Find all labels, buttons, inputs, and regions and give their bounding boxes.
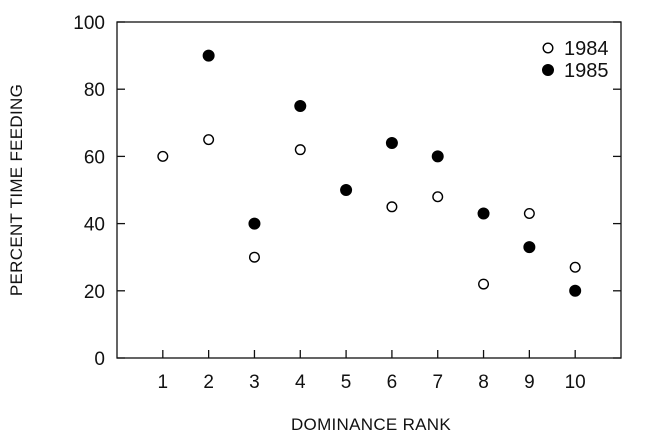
x-tick-label: 2: [203, 372, 214, 393]
legend-label: 1985: [564, 60, 609, 82]
y-tick-label: 20: [84, 282, 105, 303]
point-1984: [248, 251, 260, 263]
point-1984: [157, 150, 169, 162]
data-points: [157, 49, 582, 297]
point-1984: [386, 201, 398, 213]
y-axis: 0 20 40 60 80 100: [73, 13, 621, 370]
x-axis-label: DOMINANCE RANK: [291, 415, 451, 434]
x-tick-label: 4: [295, 372, 306, 393]
x-tick-label: 3: [249, 372, 260, 393]
point-1984: [432, 191, 444, 203]
x-axis: 1 2 3 4 5 6 7 8 9 10: [158, 350, 586, 393]
point-1985: [569, 284, 582, 297]
point-1984: [569, 261, 581, 273]
x-tick-label: 10: [565, 372, 586, 393]
x-tick-label: 9: [524, 372, 535, 393]
y-tick-label: 80: [84, 80, 105, 101]
x-tick-label: 7: [432, 372, 443, 393]
plot-frame: [116, 21, 622, 359]
point-1985: [340, 184, 353, 196]
point-1985: [202, 49, 215, 62]
x-tick-label: 8: [478, 372, 489, 393]
y-tick-label: 100: [73, 13, 105, 34]
point-1984: [478, 278, 490, 290]
point-1985: [523, 241, 536, 254]
y-tick-label: 60: [84, 147, 105, 168]
legend-marker: [542, 42, 554, 54]
y-tick-label: 40: [84, 215, 105, 236]
y-tick-label: 0: [94, 349, 105, 370]
plot-border: [116, 21, 622, 359]
point-1985: [431, 150, 444, 163]
x-tick-label: 6: [387, 372, 398, 393]
point-1985: [385, 136, 398, 149]
point-1984: [523, 208, 535, 220]
point-1985: [294, 100, 307, 112]
point-1985: [248, 217, 261, 230]
point-1984: [203, 134, 215, 146]
x-tick-label: 5: [341, 372, 352, 393]
x-tick-label: 1: [158, 372, 169, 393]
point-1985: [477, 207, 490, 220]
legend-marker: [542, 64, 554, 76]
y-axis-label: PERCENT TIME FEEDING: [7, 84, 26, 296]
legend-label: 1984: [564, 38, 609, 60]
point-1984: [294, 144, 306, 156]
